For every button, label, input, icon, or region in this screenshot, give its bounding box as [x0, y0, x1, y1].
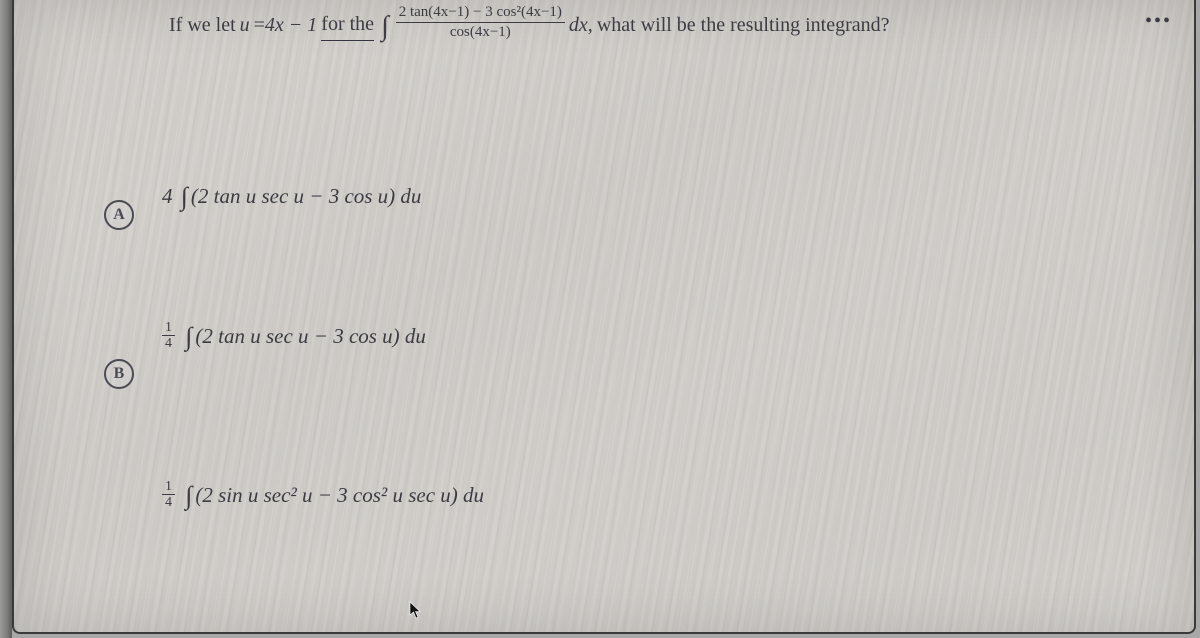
option-c[interactable]: 1 4 ∫(2 sin u sec² u − 3 cos² u sec u) d… — [104, 517, 1134, 548]
question-stem: If we let u = 4x − 1 for the ∫ 2 tan(4x−… — [169, 6, 1164, 43]
substitution-expr: 4x − 1 — [265, 10, 317, 40]
question-prefix: If we let — [169, 10, 236, 40]
equals: = — [254, 10, 265, 40]
fraction-denominator: cos(4x−1) — [450, 23, 511, 41]
cursor-icon — [409, 601, 423, 624]
answer-options: A 4 ∫(2 tan u sec u − 3 cos u) du B 1 4 … — [104, 200, 1134, 548]
option-a-leading: 4 — [162, 184, 173, 208]
integral-sign: ∫ — [381, 12, 389, 42]
frac-den: 4 — [165, 336, 172, 351]
integral-sign: ∫ — [181, 182, 188, 211]
option-a-body: (2 tan u sec u − 3 cos u) du — [191, 184, 422, 208]
dx: dx, — [569, 10, 593, 40]
question-suffix: what will be the resulting integrand? — [597, 10, 890, 40]
screen-area: If we let u = 4x − 1 for the ∫ 2 tan(4x−… — [12, 0, 1196, 634]
option-b-content: 1 4 ∫(2 tan u sec u − 3 cos u) du — [162, 322, 426, 353]
frac-num: 1 — [162, 480, 175, 495]
frac-num: 1 — [162, 321, 175, 336]
frac-den: 4 — [165, 495, 172, 510]
integral-sign: ∫ — [185, 481, 192, 510]
fraction-numerator: 2 tan(4x−1) − 3 cos²(4x−1) — [396, 4, 565, 23]
option-b-body: (2 tan u sec u − 3 cos u) du — [195, 324, 426, 348]
option-c-fraction: 1 4 — [162, 480, 175, 510]
option-a-content: 4 ∫(2 tan u sec u − 3 cos u) du — [162, 182, 421, 209]
option-b-fraction: 1 4 — [162, 321, 175, 351]
integrand-fraction: 2 tan(4x−1) − 3 cos²(4x−1) cos(4x−1) — [396, 4, 565, 41]
option-c-body: (2 sin u sec² u − 3 cos² u sec u) du — [195, 483, 484, 507]
option-b-radio[interactable]: B — [104, 359, 134, 389]
option-b[interactable]: B 1 4 ∫(2 tan u sec u − 3 cos u) du — [104, 358, 1134, 389]
integral-sign: ∫ — [185, 322, 192, 351]
option-a-radio[interactable]: A — [104, 200, 134, 230]
left-bezel — [0, 0, 12, 638]
more-options-icon[interactable]: ••• — [1145, 10, 1172, 33]
option-c-content: 1 4 ∫(2 sin u sec² u − 3 cos² u sec u) d… — [162, 481, 484, 512]
substitution-var: u — [240, 10, 250, 40]
option-a[interactable]: A 4 ∫(2 tan u sec u − 3 cos u) du — [104, 200, 1134, 230]
for-the-underlined: for the — [321, 9, 374, 41]
